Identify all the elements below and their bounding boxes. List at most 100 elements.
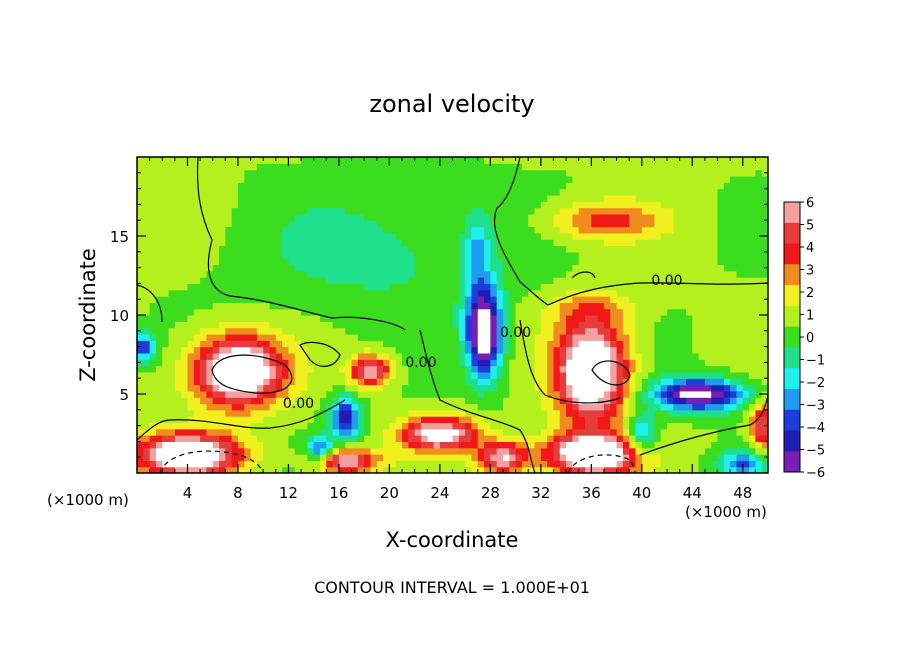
- heatmap-cell: [319, 182, 327, 190]
- heatmap-cell: [219, 340, 226, 348]
- heatmap-cell: [143, 226, 151, 234]
- heatmap-cell: [749, 169, 756, 177]
- heatmap-cell: [225, 390, 233, 398]
- heatmap-cell: [648, 308, 656, 316]
- heatmap-cell: [338, 466, 346, 473]
- heatmap-cell: [597, 371, 605, 379]
- heatmap-cell: [641, 194, 649, 202]
- heatmap-cell: [351, 397, 359, 405]
- heatmap-cell: [212, 226, 220, 234]
- heatmap-cell: [326, 454, 334, 461]
- heatmap-cell: [496, 175, 504, 183]
- heatmap-cell: [427, 308, 435, 316]
- heatmap-cell: [610, 239, 618, 247]
- heatmap-cell: [742, 416, 750, 424]
- heatmap-cell: [761, 245, 768, 253]
- heatmap-cell: [477, 232, 485, 240]
- heatmap-cell: [370, 371, 378, 379]
- heatmap-cell: [408, 283, 416, 291]
- heatmap-cell: [427, 207, 435, 215]
- heatmap-cell: [648, 264, 656, 272]
- heatmap-cell: [597, 302, 605, 310]
- heatmap-cell: [187, 182, 195, 190]
- heatmap-cell: [648, 258, 656, 266]
- heatmap-cell: [389, 258, 397, 266]
- heatmap-cell: [553, 422, 561, 430]
- heatmap-cell: [660, 422, 668, 430]
- heatmap-cell: [578, 359, 586, 367]
- heatmap-cell: [294, 403, 302, 411]
- heatmap-cell: [275, 239, 283, 247]
- heatmap-cell: [149, 371, 157, 379]
- heatmap-cell: [572, 365, 580, 373]
- heatmap-cell: [313, 346, 321, 354]
- heatmap-cell: [137, 226, 144, 234]
- heatmap-cell: [578, 365, 586, 373]
- heatmap-cell: [465, 460, 473, 468]
- heatmap-cell: [629, 340, 637, 348]
- heatmap-cell: [711, 435, 719, 442]
- heatmap-cell: [509, 340, 517, 348]
- heatmap-cell: [332, 251, 340, 259]
- heatmap-cell: [269, 321, 277, 329]
- heatmap-cell: [288, 460, 296, 468]
- heatmap-cell: [193, 454, 201, 461]
- heatmap-cell: [307, 289, 315, 297]
- heatmap-cell: [534, 428, 542, 436]
- heatmap-cell: [603, 302, 611, 310]
- heatmap-cell: [597, 277, 605, 284]
- heatmap-cell: [730, 283, 738, 291]
- heatmap-cell: [553, 232, 561, 240]
- heatmap-cell: [370, 403, 378, 411]
- heatmap-cell: [673, 321, 681, 329]
- heatmap-cell: [433, 384, 441, 392]
- heatmap-cell: [212, 283, 220, 291]
- heatmap-cell: [736, 157, 744, 164]
- heatmap-cell: [509, 277, 517, 284]
- heatmap-cell: [509, 175, 517, 183]
- heatmap-cell: [458, 333, 466, 341]
- heatmap-cell: [200, 201, 208, 209]
- heatmap-cell: [673, 403, 681, 411]
- heatmap-cell: [496, 384, 504, 392]
- heatmap-cell: [641, 454, 649, 461]
- heatmap-cell: [364, 466, 372, 473]
- heatmap-cell: [660, 245, 668, 253]
- heatmap-cell: [326, 302, 334, 310]
- heatmap-cell: [572, 232, 580, 240]
- heatmap-cell: [181, 258, 189, 266]
- heatmap-cell: [162, 239, 170, 247]
- heatmap-cell: [477, 352, 485, 360]
- heatmap-cell: [685, 397, 693, 405]
- heatmap-cell: [597, 163, 605, 171]
- heatmap-cell: [370, 188, 378, 196]
- heatmap-cell: [345, 308, 353, 316]
- heatmap-cell: [137, 258, 144, 266]
- heatmap-cell: [540, 163, 548, 171]
- heatmap-cell: [515, 327, 523, 335]
- heatmap-cell: [667, 435, 674, 442]
- heatmap-cell: [402, 359, 409, 367]
- heatmap-cell: [288, 333, 296, 341]
- heatmap-cell: [648, 302, 656, 310]
- heatmap-cell: [219, 378, 226, 386]
- heatmap-cell: [250, 175, 258, 183]
- heatmap-cell: [502, 428, 510, 436]
- heatmap-cell: [471, 226, 479, 234]
- heatmap-cell: [755, 201, 763, 209]
- heatmap-cell: [244, 422, 252, 430]
- heatmap-cell: [288, 175, 296, 183]
- heatmap-cell: [698, 428, 706, 436]
- heatmap-cell: [181, 371, 189, 379]
- heatmap-cell: [206, 435, 214, 442]
- heatmap-cell: [395, 175, 403, 183]
- heatmap-cell: [408, 245, 416, 253]
- heatmap-cell: [149, 175, 157, 183]
- heatmap-cell: [332, 270, 340, 278]
- heatmap-cell: [591, 315, 599, 322]
- heatmap-cell: [408, 327, 416, 335]
- heatmap-cell: [370, 207, 378, 215]
- heatmap-cell: [357, 302, 365, 310]
- heatmap-cell: [193, 378, 201, 386]
- heatmap-cell: [603, 213, 611, 221]
